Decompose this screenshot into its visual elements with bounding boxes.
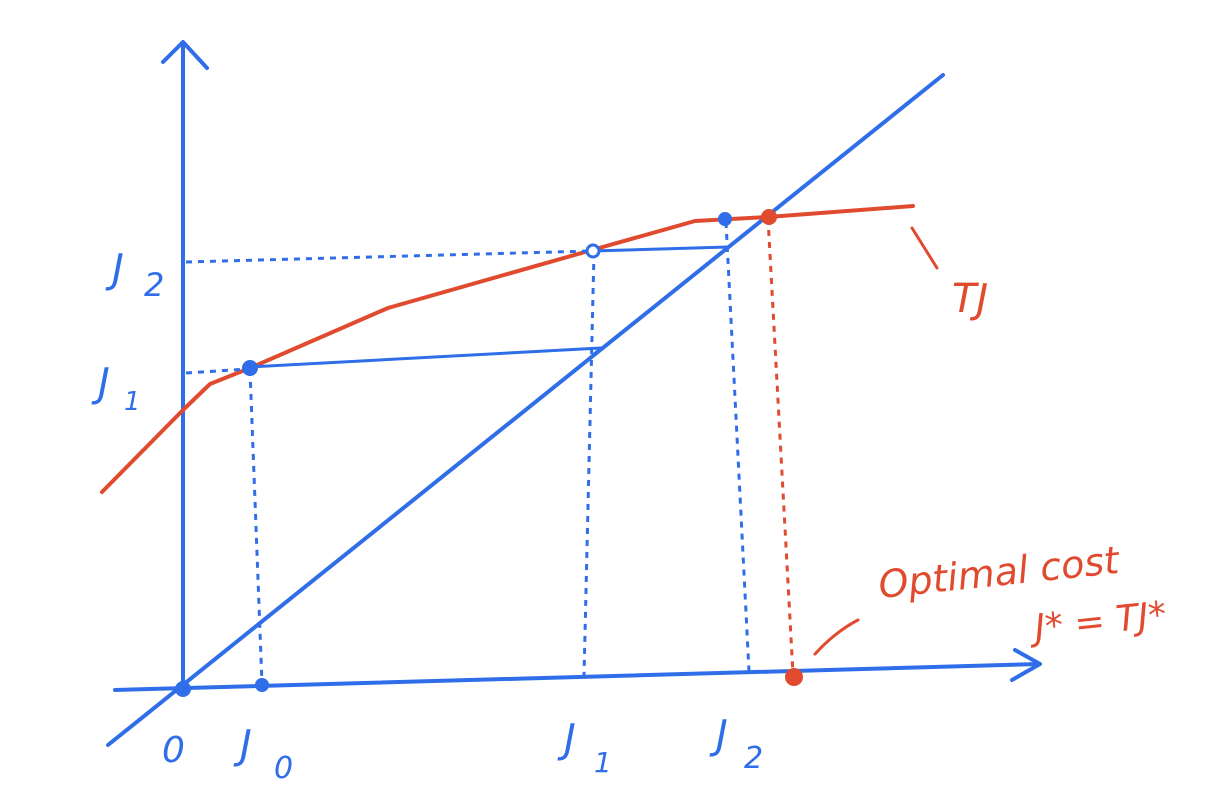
j0-axis-point [255,678,269,692]
x-axis [113,662,1042,692]
step-1 [249,346,606,369]
y-label-j2-sub: 2 [144,266,164,304]
j2-vertical-dash [724,221,751,672]
annotation-equation: J* = TJ* [1027,594,1169,649]
optimal-axis-point [785,668,803,686]
x-label-j2: J [709,712,728,758]
points [175,209,803,697]
origin-label: 0 [162,730,185,771]
tj1-point [585,243,601,259]
y-axis-arrowhead [161,40,209,70]
axes [113,40,1042,692]
x-label-j1-sub: 1 [594,746,612,779]
tj-pointer [910,226,939,270]
iteration-steps [249,245,729,369]
tj-curve-label: TJ [952,276,988,322]
origin-point [175,681,191,697]
y-label-j1: J [91,360,110,406]
annotation-title: Optimal cost [876,538,1123,607]
optimal-vertical-dash [766,217,795,675]
x-label-j2-sub: 2 [744,741,763,776]
step-2 [591,245,729,253]
optimal-pointer [813,618,860,656]
x-label-j0: J [233,722,252,768]
tj2-point [718,212,732,226]
x-axis-arrowhead [1010,648,1042,682]
j1-horizontal-dash [185,367,249,375]
j1-vertical-dash [582,251,596,677]
fixed-point [761,209,777,225]
j0-vertical-dash [248,369,264,685]
diagonal-line [106,73,945,747]
tj-curve [100,204,915,494]
x-label-j0-sub: 0 [274,751,293,786]
y-label-j2: J [105,246,124,292]
x-label-j1: J [557,716,576,762]
j2-horizontal-dash [185,249,593,264]
projection-lines [185,221,751,685]
tj0-point [242,360,258,376]
y-label-j1-sub: 1 [124,387,141,417]
